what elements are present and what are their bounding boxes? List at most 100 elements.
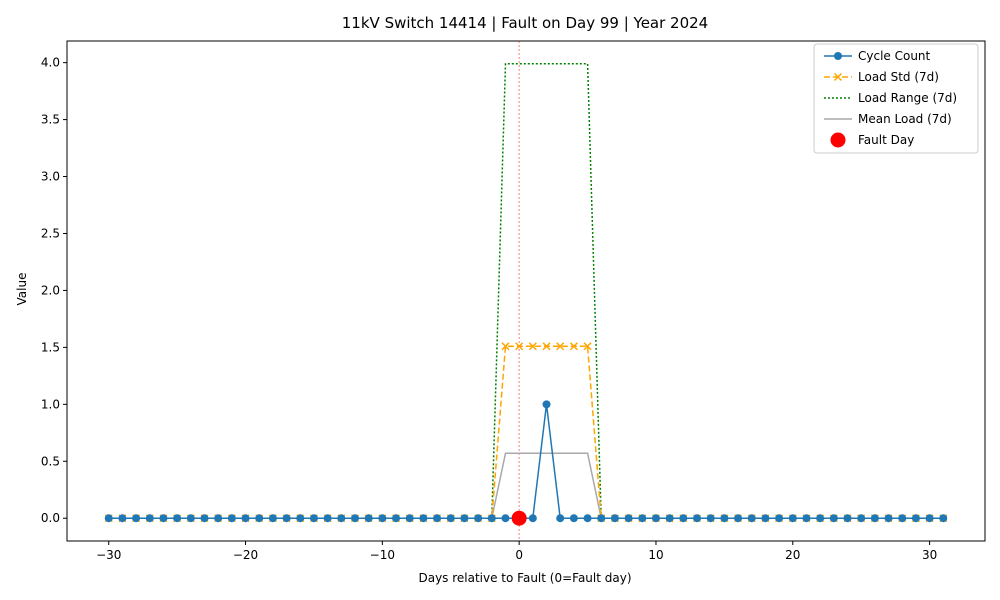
data-point: [309, 514, 318, 523]
data-point: [651, 514, 660, 523]
data-point: [693, 514, 702, 523]
y-tick-label: 1.5: [41, 340, 60, 354]
data-point: [734, 514, 743, 523]
data-point: [337, 514, 346, 523]
legend-marker: [834, 52, 842, 60]
data-point: [665, 514, 674, 523]
y-tick-label: 1.0: [41, 397, 60, 411]
data-point: [419, 514, 428, 523]
y-tick-label: 4.0: [41, 56, 60, 70]
x-tick-label: 20: [785, 548, 800, 562]
data-point: [214, 514, 223, 523]
data-point: [556, 514, 565, 523]
data-point-x: [569, 342, 578, 351]
data-point: [474, 514, 483, 523]
data-point: [323, 514, 332, 523]
data-point: [446, 514, 455, 523]
data-point: [610, 514, 619, 523]
data-point: [583, 514, 592, 523]
y-tick-label: 3.5: [41, 113, 60, 127]
data-point: [542, 400, 551, 409]
axes-frame: [66, 40, 986, 542]
legend-marker-fault-day: [830, 132, 846, 148]
data-point: [145, 514, 154, 523]
y-tick-label: 2.0: [41, 283, 60, 297]
data-point: [378, 514, 387, 523]
legend-label-fault-day: Fault Day: [858, 133, 914, 147]
x-axis-label: Days relative to Fault (0=Fault day): [418, 571, 631, 585]
data-point-x: [528, 342, 537, 351]
chart-title: 11kV Switch 14414 | Fault on Day 99 | Ye…: [342, 14, 708, 32]
data-point: [364, 514, 373, 523]
data-point: [679, 514, 688, 523]
x-tick-label: 30: [922, 548, 937, 562]
y-tick-label: 2.5: [41, 226, 60, 240]
data-point: [255, 514, 264, 523]
data-point: [775, 514, 784, 523]
data-point: [706, 514, 715, 523]
data-point: [720, 514, 729, 523]
legend-label-mean-load-7d: Mean Load (7d): [858, 112, 952, 126]
y-tick-label: 3.0: [41, 170, 60, 184]
data-point: [569, 514, 578, 523]
data-point: [282, 514, 291, 523]
x-tick-label: 10: [648, 548, 663, 562]
data-point: [132, 514, 141, 523]
data-point: [227, 514, 236, 523]
legend-marker-x: [833, 72, 843, 82]
data-point: [638, 514, 647, 523]
data-point: [186, 514, 195, 523]
data-point: [939, 514, 948, 523]
data-point: [747, 514, 756, 523]
data-point: [870, 514, 879, 523]
data-point: [597, 514, 606, 523]
data-point: [200, 514, 209, 523]
data-point: [528, 514, 537, 523]
data-point: [173, 514, 182, 523]
legend-label-load-range-7d: Load Range (7d): [858, 91, 957, 105]
legend-label-cycle-count: Cycle Count: [858, 49, 931, 63]
plot-area: −30 −20 −10 0 10 20 30 0.0 0.5 1.0 1.5 2.0 2.5 3.0 3.5…: [41, 40, 986, 562]
data-point: [829, 514, 838, 523]
data-point: [350, 514, 359, 523]
data-point: [392, 514, 401, 523]
legend: Cycle Count Load Std (7d) Load Range (7d) M…: [813, 43, 979, 154]
data-point: [296, 514, 305, 523]
y-axis-label: Value: [15, 273, 29, 306]
x-tick-label: −20: [233, 548, 258, 562]
data-point: [884, 514, 893, 523]
data-point: [118, 514, 127, 523]
data-point: [501, 514, 510, 523]
data-point: [433, 514, 442, 523]
data-point: [843, 514, 852, 523]
data-point: [911, 514, 920, 523]
data-point: [816, 514, 825, 523]
data-point: [405, 514, 414, 523]
x-tick-label: −10: [370, 548, 395, 562]
data-point: [268, 514, 277, 523]
data-point: [460, 514, 469, 523]
data-point-x: [542, 342, 551, 351]
data-point-x: [515, 342, 524, 351]
x-tick-label: 0: [515, 548, 523, 562]
legend-box: [813, 43, 979, 154]
data-point: [898, 514, 907, 523]
data-point: [925, 514, 934, 523]
x-tick-label: −30: [96, 548, 121, 562]
y-tick-label: 0.0: [41, 511, 60, 525]
data-point-x: [556, 342, 565, 351]
data-point: [802, 514, 811, 523]
data-point: [761, 514, 770, 523]
data-point: [857, 514, 866, 523]
data-point-x: [583, 342, 592, 351]
data-point: [159, 514, 168, 523]
data-point-x: [501, 342, 510, 351]
legend-label-load-std-7d: Load Std (7d): [858, 70, 939, 84]
data-point: [104, 514, 113, 523]
data-point: [487, 514, 496, 523]
data-point: [241, 514, 250, 523]
data-point: [624, 514, 633, 523]
y-tick-label: 0.5: [41, 454, 60, 468]
data-point: [788, 514, 797, 523]
